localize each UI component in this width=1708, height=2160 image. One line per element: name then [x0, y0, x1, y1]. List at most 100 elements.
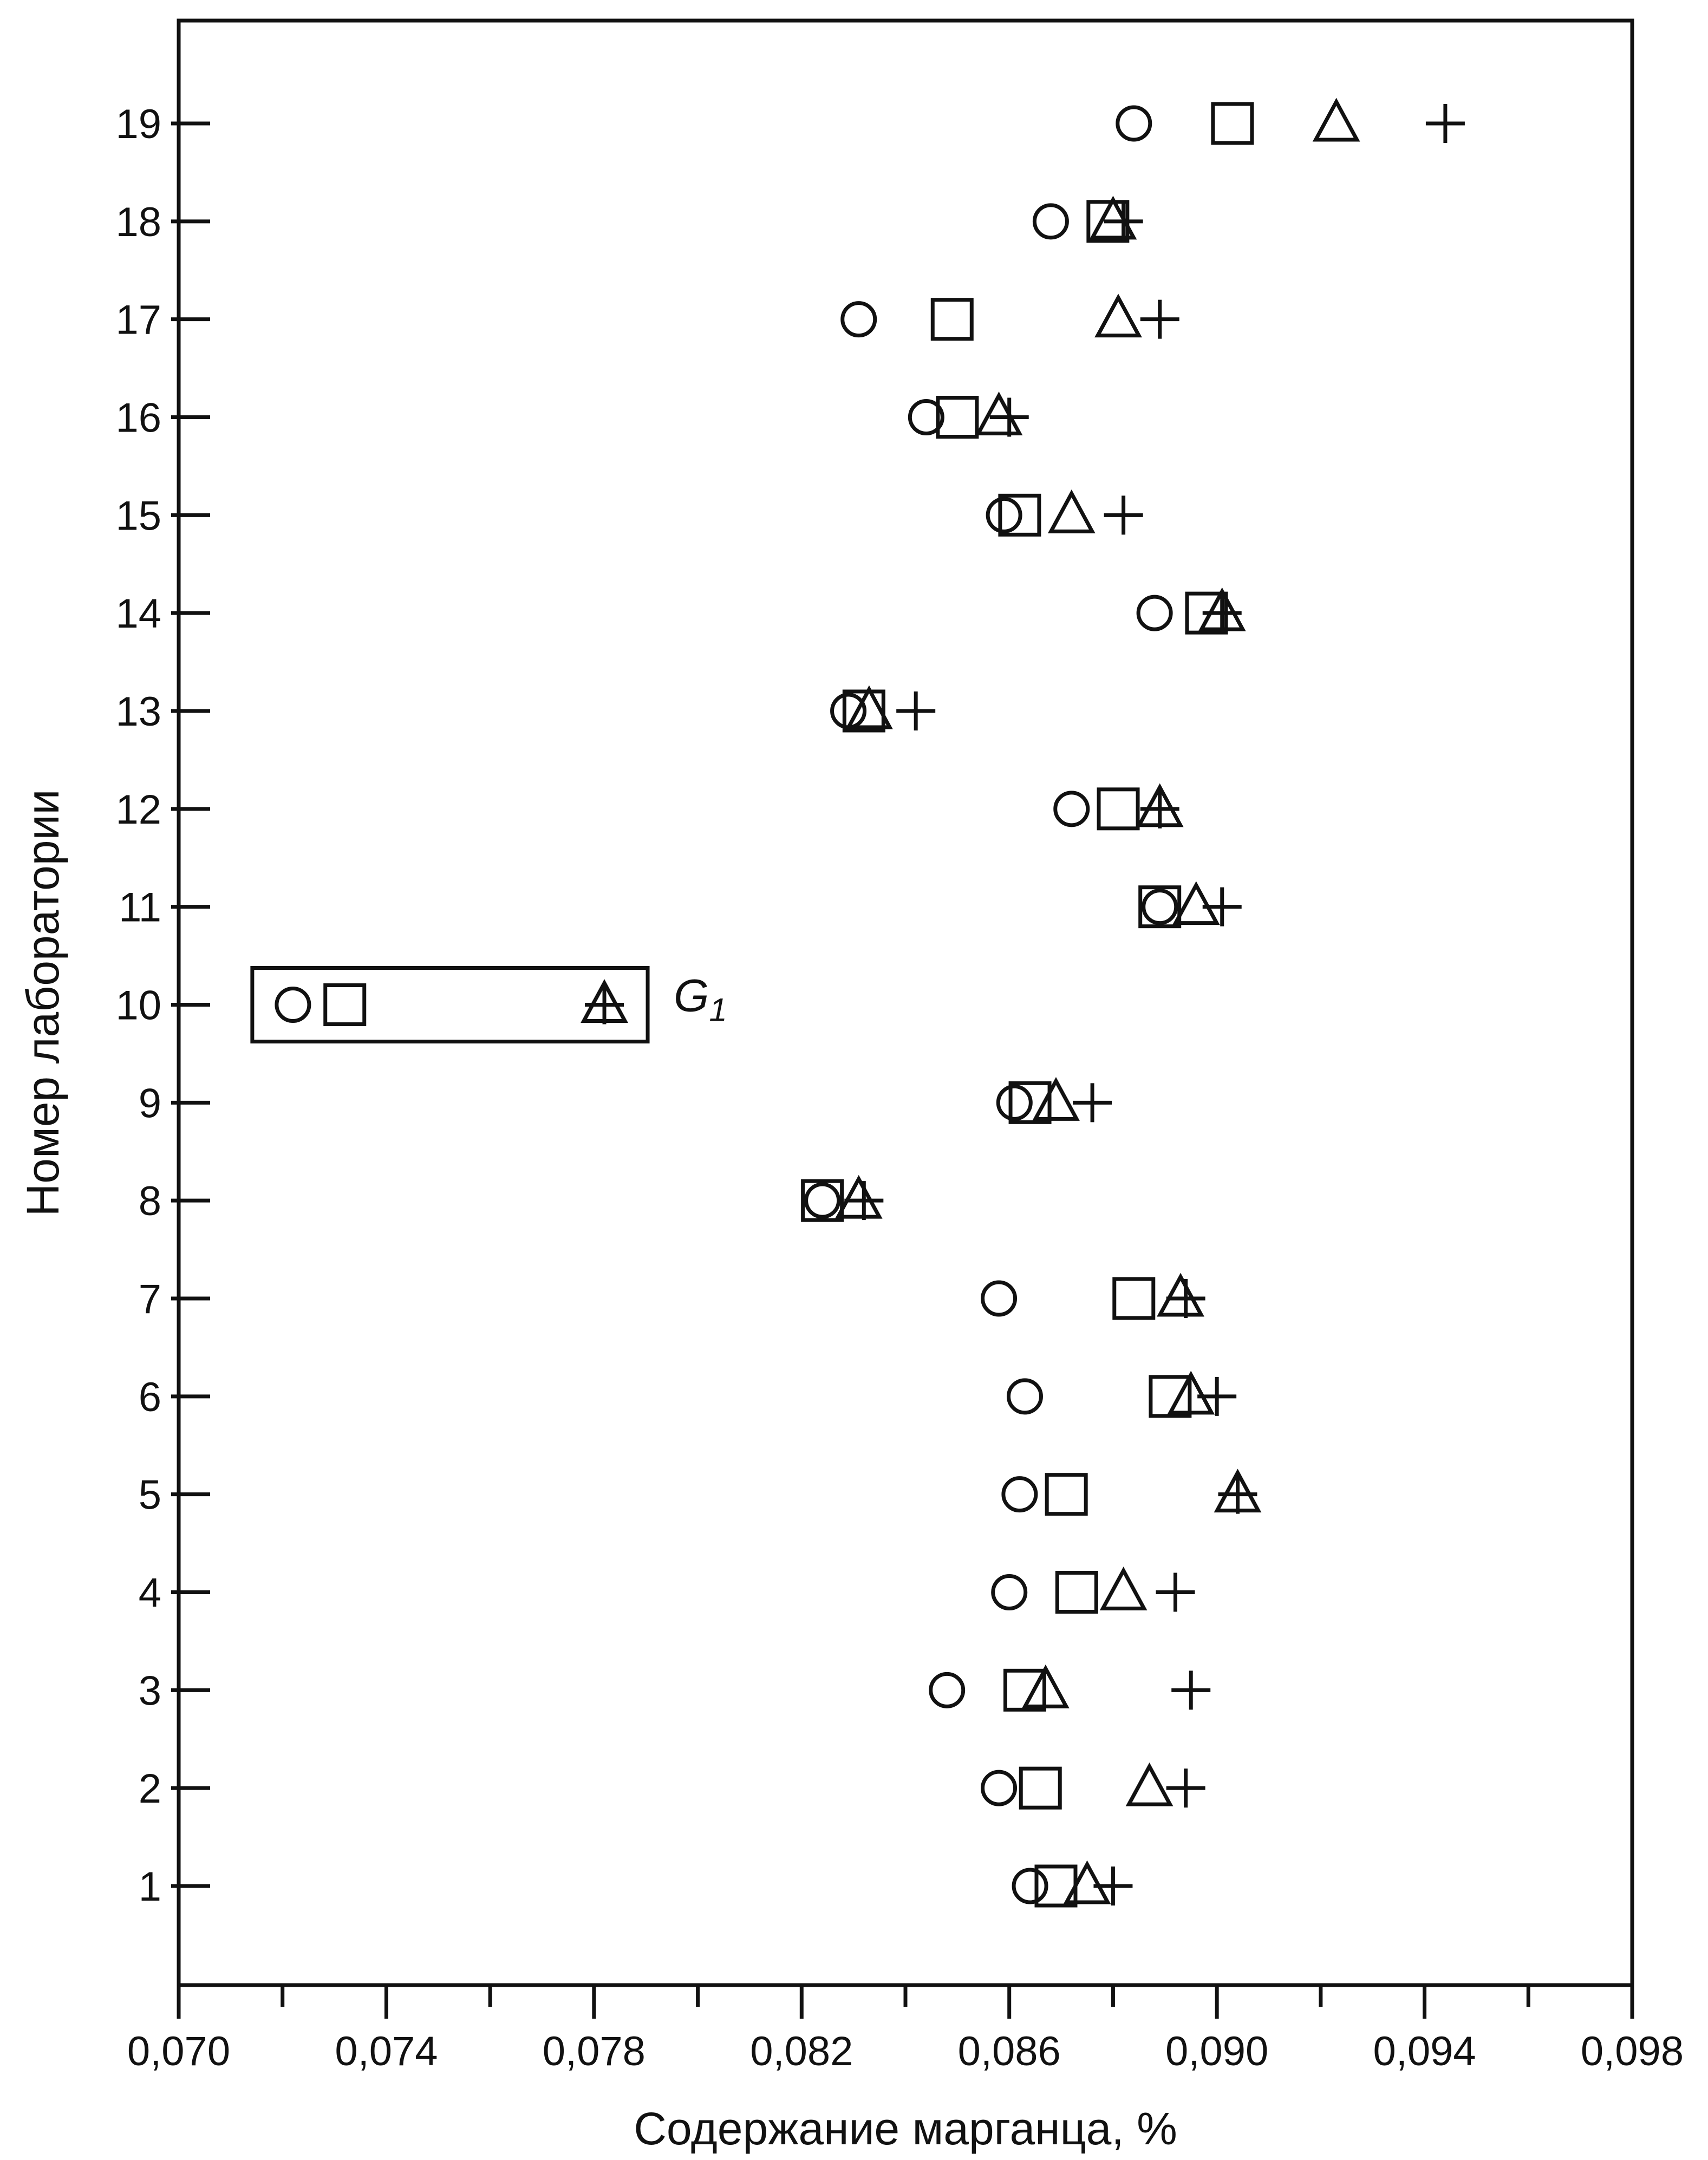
plus-marker [1166, 1279, 1205, 1318]
circle-marker [840, 301, 877, 338]
square-marker [1008, 1081, 1052, 1124]
outlier-label-subscript: 1 [709, 992, 727, 1028]
square-marker [1112, 1277, 1156, 1320]
x-tick-label: 0,098 [1581, 2028, 1684, 2074]
plus-marker [1171, 1670, 1211, 1710]
triangle-marker [1021, 1664, 1070, 1708]
circle-marker [991, 1574, 1028, 1610]
y-tick-label: 19 [115, 101, 161, 147]
data-markers [275, 97, 1465, 1908]
x-tick-label: 0,070 [127, 2028, 230, 2074]
square-marker [1019, 1766, 1062, 1810]
y-tick-label: 1 [139, 1864, 161, 1910]
y-tick-label: 5 [139, 1472, 161, 1518]
circle-marker [981, 1280, 1018, 1317]
triangle-marker [1094, 293, 1142, 338]
plus-marker [896, 691, 936, 730]
plus-marker [1425, 104, 1465, 143]
square-marker [1138, 885, 1182, 929]
y-tick-label: 18 [115, 199, 161, 245]
x-tick-label: 0,086 [958, 2028, 1061, 2074]
y-tick-label: 17 [115, 297, 161, 343]
plus-marker [585, 985, 624, 1024]
circle-marker [1142, 889, 1178, 925]
square-marker [1003, 1668, 1046, 1712]
circle-marker [830, 693, 867, 729]
triangle-marker [845, 685, 893, 729]
outlier-label: G1 [674, 970, 727, 1028]
square-marker [1149, 1375, 1192, 1418]
x-axis-ticks: 0,070 0,074 0,078 0,082 0,086 0,090 0,094 0,098 [127, 1985, 1684, 2074]
plus-marker [1140, 789, 1179, 828]
circle-marker [1012, 1868, 1048, 1904]
y-tick-label: 12 [115, 787, 161, 833]
square-marker [323, 983, 367, 1026]
circle-marker [1053, 791, 1090, 827]
plus-marker [844, 1181, 884, 1221]
triangle-marker [835, 1174, 883, 1219]
y-tick-label: 4 [139, 1570, 161, 1616]
plus-marker [1073, 1083, 1112, 1123]
outlier-box [250, 966, 650, 1043]
circle-marker [1136, 595, 1173, 631]
square-marker [1211, 102, 1254, 145]
triangle-marker [1063, 1860, 1111, 1904]
x-tick-label: 0,094 [1373, 2028, 1476, 2074]
circle-marker [1032, 203, 1069, 240]
x-tick-label: 0,082 [750, 2028, 853, 2074]
circle-marker [986, 497, 1022, 533]
y-tick-label: 13 [115, 689, 161, 735]
circle-marker [275, 987, 311, 1023]
y-tick-label: 2 [139, 1766, 161, 1812]
plus-marker [1202, 593, 1242, 633]
square-marker [1045, 1473, 1088, 1516]
circle-marker [996, 1084, 1033, 1121]
y-tick-label: 9 [139, 1080, 161, 1126]
x-tick-label: 0,078 [543, 2028, 646, 2074]
y-tick-label: 3 [139, 1668, 161, 1714]
plus-marker [1104, 495, 1143, 535]
plus-marker [1166, 1769, 1205, 1808]
triangle-marker [1312, 97, 1360, 142]
triangle-marker [1032, 1076, 1080, 1121]
y-tick-label: 8 [139, 1178, 161, 1224]
y-tick-label: 11 [119, 885, 161, 931]
plus-marker [1218, 1474, 1257, 1514]
circle-marker [1006, 1378, 1043, 1415]
plus-marker [1140, 299, 1179, 339]
square-marker [936, 396, 979, 439]
y-tick-label: 6 [139, 1374, 161, 1420]
plus-marker [1202, 887, 1242, 926]
triangle-marker [1125, 1762, 1174, 1806]
circle-marker [981, 1770, 1018, 1806]
plus-marker [989, 397, 1029, 437]
square-marker [1097, 787, 1140, 831]
circle-marker [929, 1672, 966, 1708]
circle-marker [908, 399, 944, 435]
y-tick-label: 10 [115, 983, 161, 1029]
plus-marker [1197, 1376, 1237, 1416]
square-marker [801, 1179, 844, 1222]
square-marker [842, 689, 885, 733]
y-tick-label: 7 [139, 1276, 161, 1322]
y-tick-label: 15 [115, 493, 161, 539]
x-tick-label: 0,090 [1165, 2028, 1268, 2074]
y-tick-label: 14 [115, 591, 161, 637]
triangle-marker [1099, 1567, 1148, 1610]
plus-marker [1093, 1867, 1133, 1906]
plus-marker [1156, 1572, 1195, 1612]
triangle-marker [1157, 1272, 1204, 1317]
circle-marker [804, 1182, 841, 1219]
y-tick-label: 16 [115, 395, 161, 441]
x-tick-label: 0,074 [335, 2028, 438, 2074]
plot-frame [177, 18, 1634, 1987]
triangle-marker [1172, 881, 1220, 925]
circle-marker [1001, 1476, 1038, 1513]
triangle-marker [975, 391, 1023, 435]
circle-marker [1116, 105, 1152, 142]
square-marker [998, 493, 1041, 537]
triangle-marker [1047, 489, 1096, 533]
square-marker [930, 298, 974, 341]
